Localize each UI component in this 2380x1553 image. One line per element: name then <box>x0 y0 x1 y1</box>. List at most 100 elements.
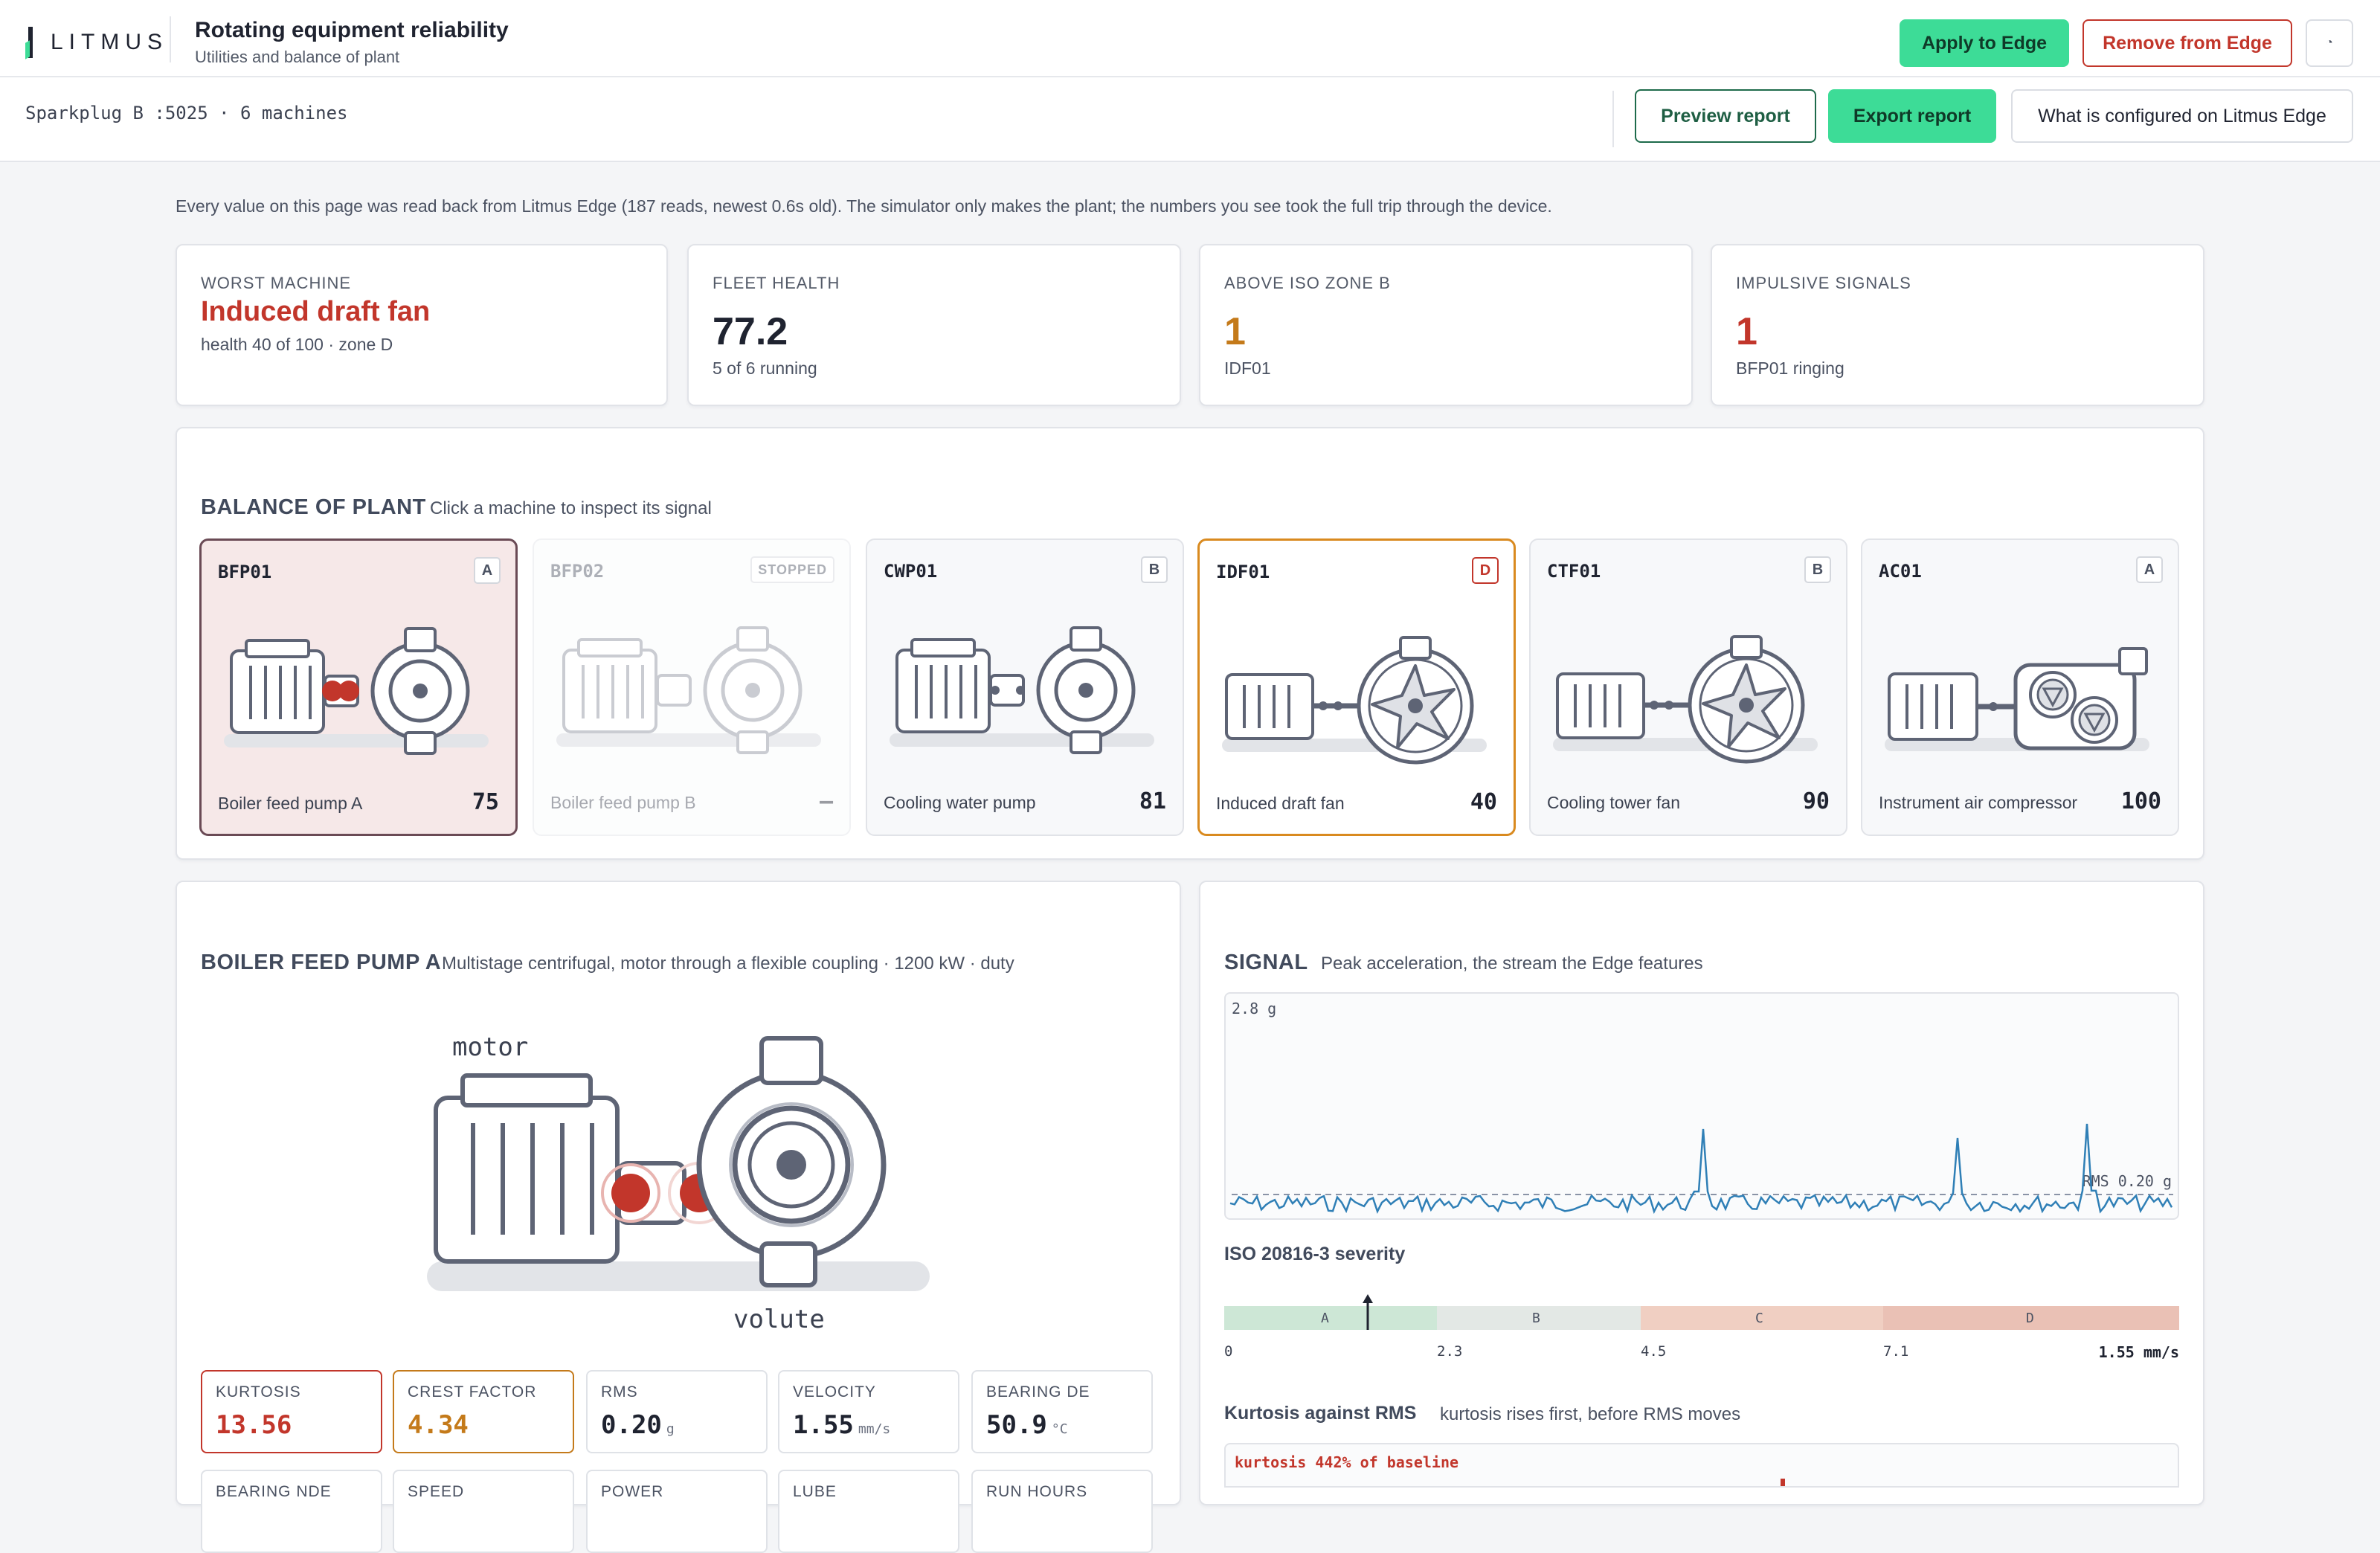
metric-lube: LUBE <box>778 1470 959 1553</box>
motor-label: motor <box>452 1032 529 1062</box>
iso-zone-a <box>1224 1306 1437 1330</box>
pump-schematic-icon <box>427 1036 930 1291</box>
stat-sub: BFP01 ringing <box>1736 358 1844 378</box>
machine-name: Boiler feed pump B <box>550 793 696 812</box>
metric-label: LUBE <box>793 1483 837 1500</box>
connection-bar: Sparkplug B :5025 · 6 machines Preview r… <box>0 77 2380 162</box>
kurtosis-chart: kurtosis 442% of baseline <box>1224 1443 2179 1488</box>
compressor-diagram-icon <box>1885 647 2149 751</box>
kurtosis-trace <box>1781 1479 1785 1486</box>
machine-name: Cooling tower fan <box>1547 793 1680 812</box>
iso-zone-label: C <box>1755 1311 1763 1326</box>
machine-health-score: 75 <box>472 789 499 815</box>
metric-label: RMS <box>601 1383 638 1401</box>
data-provenance-notice: Every value on this page was read back f… <box>176 196 1552 216</box>
machine-id: BFP01 <box>218 562 272 582</box>
pump-diagram-icon <box>890 626 1154 754</box>
iso-title: ISO 20816-3 severity <box>1224 1244 1406 1264</box>
zone-badge: B <box>1804 556 1831 583</box>
page-subtitle: Utilities and balance of plant <box>195 48 400 66</box>
machine-health-score: 40 <box>1470 789 1497 815</box>
kurtosis-chart-description: kurtosis rises first, before RMS moves <box>1440 1404 1741 1424</box>
stat-value: 1 <box>1224 310 1246 353</box>
iso-zone-b <box>1437 1306 1641 1330</box>
stat-sub: health 40 of 100 · zone D <box>201 335 393 354</box>
fan-diagram-icon <box>1222 636 1487 765</box>
header-divider <box>170 16 171 62</box>
iso-zone-label: B <box>1532 1311 1540 1326</box>
iso-severity-bar: A B C D <box>1224 1294 2179 1330</box>
metric-unit: °C <box>1051 1421 1068 1437</box>
stat-value: Induced draft fan <box>201 296 431 327</box>
machine-health-score: 100 <box>2120 788 2161 814</box>
metric-label: RUN HOURS <box>986 1483 1088 1500</box>
machine-card-cwp01[interactable]: CWP01 B Cooling water pump 81 <box>866 538 1184 836</box>
signal-chart: 2.8 g RMS 0.20 g <box>1224 992 2179 1220</box>
metric-label: BEARING DE <box>986 1383 1090 1401</box>
machine-card-ctf01[interactable]: CTF01 B Cooling tower fan 90 <box>1529 538 1847 836</box>
signal-title: SIGNAL <box>1224 951 1308 974</box>
stat-value: 1 <box>1736 310 1757 353</box>
iso-tick: 0 <box>1224 1343 1233 1360</box>
machine-id: CWP01 <box>884 561 938 582</box>
iso-zone-c <box>1641 1306 1883 1330</box>
stat-card-fleet-health: FLEET HEALTH 77.2 5 of 6 running <box>687 244 1181 406</box>
signal-description: Peak acceleration, the stream the Edge f… <box>1321 954 1703 974</box>
stat-sub: 5 of 6 running <box>713 358 817 378</box>
kurtosis-baseline-label: kurtosis 442% of baseline <box>1235 1453 1459 1471</box>
metric-label: BEARING NDE <box>216 1483 332 1500</box>
iso-tick: 4.5 <box>1641 1343 1667 1360</box>
theme-toggle-button[interactable]: ◔ <box>2306 19 2353 67</box>
page-title: Rotating equipment reliability <box>195 18 509 42</box>
litmus-logo: LITMUS <box>25 27 169 60</box>
machine-card-ac01[interactable]: AC01 A Instrument air compressor 100 <box>1861 538 2179 836</box>
metric-rms: RMS 0.20 g <box>586 1370 768 1453</box>
pump-diagram-icon <box>224 627 489 755</box>
metric-number: 50.9 <box>986 1410 1047 1440</box>
export-report-button[interactable]: Export report <box>1828 89 1996 143</box>
apply-to-edge-button[interactable]: Apply to Edge <box>1900 19 2069 67</box>
metric-label: VELOCITY <box>793 1383 876 1401</box>
metric-value: 4.34 <box>408 1410 469 1440</box>
machine-card-idf01[interactable]: IDF01 D Induced draft fan 40 <box>1197 538 1516 836</box>
configured-on-edge-button[interactable]: What is configured on Litmus Edge <box>2011 89 2353 143</box>
iso-zone-label: D <box>2026 1311 2034 1326</box>
iso-tick: 2.3 <box>1437 1343 1463 1360</box>
stat-value: 77.2 <box>713 310 788 353</box>
zone-badge: D <box>1472 557 1499 584</box>
machine-name: Induced draft fan <box>1216 794 1345 813</box>
metric-value: 50.9 °C <box>986 1410 1068 1440</box>
metric-bearing-de: BEARING DE 50.9 °C <box>971 1370 1153 1453</box>
metric-label: POWER <box>601 1483 664 1500</box>
metric-velocity: VELOCITY 1.55 mm/s <box>778 1370 959 1453</box>
stat-sub: IDF01 <box>1224 358 1271 378</box>
theme-toggle-icon: ◔ <box>2326 36 2333 49</box>
detail-description: Multistage centrifugal, motor through a … <box>442 954 1014 974</box>
machine-card-bfp01[interactable]: BFP01 A Boiler feed pump A 75 <box>199 538 518 836</box>
metric-run-hours: RUN HOURS <box>971 1470 1153 1553</box>
machine-name: Boiler feed pump A <box>218 794 363 813</box>
machine-card-bfp02[interactable]: BFP02 STOPPED Boiler feed pump B – <box>533 538 851 836</box>
iso-zone-d <box>1883 1306 2179 1330</box>
machine-health-score: – <box>819 788 833 814</box>
preview-report-button[interactable]: Preview report <box>1635 89 1816 143</box>
metric-unit: mm/s <box>858 1421 891 1437</box>
subbar-divider <box>1612 91 1614 147</box>
metric-number: 1.55 <box>793 1410 854 1440</box>
logo-text: LITMUS <box>51 30 169 54</box>
metric-value: 0.20 g <box>601 1410 675 1440</box>
machine-health-score: 81 <box>1139 788 1166 814</box>
metric-label: SPEED <box>408 1483 465 1500</box>
machine-health-score: 90 <box>1802 788 1830 814</box>
machine-name: Instrument air compressor <box>1879 793 2078 812</box>
stat-card-worst-machine: WORST MACHINE Induced draft fan health 4… <box>176 244 668 406</box>
machine-id: CTF01 <box>1547 561 1601 582</box>
stat-card-impulsive: IMPULSIVE SIGNALS 1 BFP01 ringing <box>1711 244 2204 406</box>
remove-from-edge-button[interactable]: Remove from Edge <box>2082 19 2292 67</box>
stat-label: IMPULSIVE SIGNALS <box>1736 274 1911 292</box>
metric-speed: SPEED <box>393 1470 574 1553</box>
metric-unit: g <box>666 1421 675 1437</box>
acceleration-trace <box>1229 1123 2173 1215</box>
machine-id: BFP02 <box>550 561 605 582</box>
zone-badge: B <box>1141 556 1168 583</box>
